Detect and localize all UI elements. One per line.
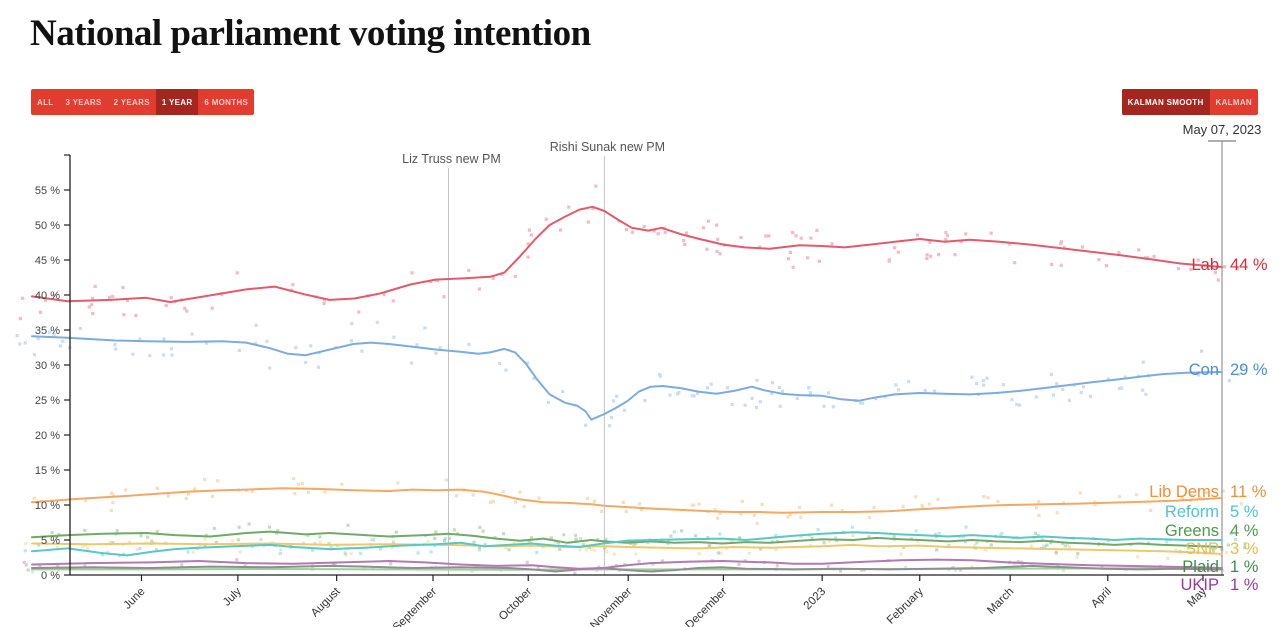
end-label-plaid: Plaid: [1182, 558, 1219, 576]
x-tick-label-february: February: [885, 585, 926, 626]
y-tick-label: 30 %: [35, 360, 60, 372]
y-tick-label: 15 %: [35, 465, 60, 477]
poll-scatter-points: [15, 184, 1247, 575]
end-label-lib-dems: Lib Dems: [1149, 483, 1219, 501]
end-label-lab: Lab: [1191, 256, 1219, 274]
x-tick-label-july: July: [221, 585, 244, 608]
end-value-ukip: 1 %: [1230, 576, 1259, 594]
end-value-reform: 5 %: [1230, 503, 1259, 521]
end-label-con: Con: [1189, 361, 1219, 379]
range-button-3-years[interactable]: 3 YEARS: [65, 97, 102, 107]
annotation-liz-truss-new-pm: Liz Truss new PM: [402, 152, 501, 575]
series-line-lib-dems: [31, 487, 1223, 514]
y-tick-label: 40 %: [35, 290, 60, 302]
y-tick-label: 10 %: [35, 500, 60, 512]
time-range-button-group: ALL 3 YEARS 2 YEARS 1 YEAR 6 MONTHS: [31, 89, 255, 115]
series-end-labels: Plaid 1 % UKIP 1 % SNP 3 % Greens 4 % Reform 5 % L…: [1149, 256, 1268, 594]
page-title: National parliament voting intention: [30, 13, 591, 54]
x-tick-label-march: March: [985, 586, 1016, 617]
series-line-other: [31, 564, 1223, 573]
y-tick-label: 25 %: [35, 395, 60, 407]
series-lines: [31, 205, 1223, 573]
model-button-kalman[interactable]: KALMAN: [1215, 97, 1252, 107]
y-tick-label: 5 %: [41, 535, 60, 547]
annotation-label: May 07, 2023: [1183, 122, 1262, 137]
end-value-greens: 4 %: [1230, 522, 1259, 540]
y-axis-ticks: 0 % 5 % 10 % 15 % 20 % 25 % 30 % 35 % 40 % 45 % 50…: [35, 154, 70, 582]
x-tick-label-june: June: [121, 586, 147, 612]
scatter-lib-dems: [32, 477, 1243, 526]
series-line-snp: [31, 542, 1223, 555]
y-tick-label: 0 %: [41, 570, 60, 582]
x-tick-label-october: October: [497, 586, 535, 624]
x-axis-ticks: June July August September October November De…: [121, 575, 1209, 627]
model-button-group: KALMAN SMOOTH KALMAN: [1121, 89, 1258, 115]
range-button-all[interactable]: ALL: [37, 97, 54, 107]
end-value-con: 29 %: [1230, 361, 1268, 379]
model-button-kalman-smooth[interactable]: KALMAN SMOOTH: [1121, 89, 1210, 115]
end-label-greens: Greens: [1165, 522, 1219, 540]
series-line-lab: [31, 205, 1223, 303]
end-label-reform: Reform: [1165, 503, 1219, 521]
x-tick-label-november: November: [588, 586, 634, 627]
y-tick-label: 45 %: [35, 255, 60, 267]
series-line-ukip: [31, 558, 1223, 570]
range-button-2-years[interactable]: 2 YEARS: [113, 97, 150, 107]
y-tick-label: 55 %: [35, 185, 60, 197]
y-tick-label: 20 %: [35, 430, 60, 442]
series-line-reform: [31, 531, 1223, 557]
end-value-lab: 44 %: [1230, 256, 1268, 274]
annotation-label: Rishi Sunak new PM: [550, 140, 665, 154]
date-cursor[interactable]: May 07, 2023: [1183, 122, 1262, 575]
x-tick-label-april: April: [1089, 586, 1114, 611]
end-value-snp: 3 %: [1230, 540, 1259, 558]
x-tick-label-december: December: [684, 586, 730, 627]
scatter-lab: [18, 184, 1239, 321]
range-button-6-months[interactable]: 6 MONTHS: [204, 97, 249, 107]
end-value-lib-dems: 11 %: [1230, 483, 1267, 501]
range-button-1-year[interactable]: 1 YEAR: [155, 89, 199, 115]
x-tick-label-2023: 2023: [802, 586, 829, 613]
end-label-ukip: UKIP: [1180, 576, 1219, 594]
y-tick-label: 35 %: [35, 325, 60, 337]
annotation-label: Liz Truss new PM: [402, 152, 501, 166]
end-value-plaid: 1 %: [1230, 558, 1259, 576]
end-label-snp: SNP: [1185, 540, 1219, 558]
x-tick-label-september: September: [391, 586, 439, 627]
y-tick-label: 50 %: [35, 220, 60, 232]
scatter-con: [15, 320, 1245, 428]
series-line-greens: [31, 530, 1223, 548]
axes: [69, 155, 1224, 576]
annotation-rishi-sunak-new-pm: Rishi Sunak new PM: [550, 140, 665, 575]
x-tick-label-august: August: [309, 585, 343, 619]
series-line-con: [31, 335, 1223, 421]
